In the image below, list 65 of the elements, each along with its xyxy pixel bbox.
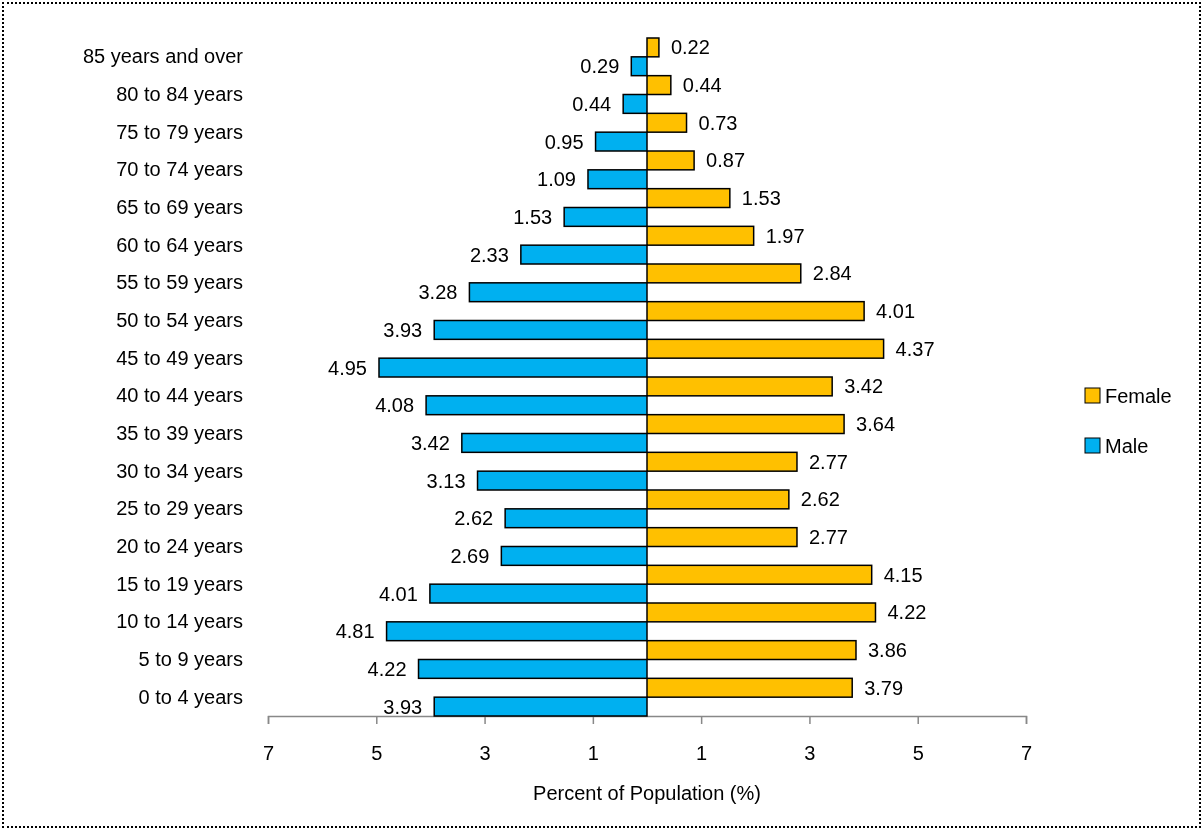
y-tick-label: 50 to 54 years [116,308,243,331]
data-label: 2.77 [808,526,848,549]
data-label: 1.53 [513,205,553,228]
data-label: 4.08 [375,394,415,417]
x-tick-label: 3 [479,742,491,765]
y-tick-label: 75 to 79 years [116,120,243,143]
data-label: 2.84 [812,262,852,285]
data-label: 3.42 [410,431,450,454]
data-label: 3.79 [864,676,904,699]
data-label: 2.33 [469,243,509,266]
y-tick-label: 60 to 64 years [116,233,243,256]
data-label: 2.62 [454,507,494,530]
y-tick-label: 85 years and over [82,45,244,68]
y-tick-label: 30 to 34 years [116,459,243,482]
y-tick-label: 40 to 44 years [116,384,243,407]
data-label: 3.93 [383,695,423,718]
x-tick-label: 7 [262,742,275,765]
x-tick-label: 5 [912,742,924,765]
data-label: 1.97 [765,224,805,247]
x-tick-label: 1 [696,742,708,765]
data-label: 4.81 [335,620,375,643]
x-tick-label: 1 [587,742,599,765]
data-label: 4.95 [328,356,367,379]
data-label: 3.28 [418,281,458,304]
data-label: 0.44 [572,92,612,115]
y-tick-label: 20 to 24 years [116,534,243,557]
y-tick-label: 5 to 9 years [138,647,243,670]
data-label: 3.93 [383,318,423,341]
y-tick-label: 70 to 74 years [116,158,243,181]
data-label: 3.13 [426,469,466,492]
data-label: 3.42 [844,375,884,398]
data-label: 4.15 [883,563,923,586]
data-label: 0.87 [706,149,746,172]
data-label: 4.01 [378,582,418,605]
legend-label: Male [1105,435,1149,457]
data-label: 3.64 [856,413,896,436]
y-tick-label: 35 to 39 years [116,421,243,444]
legend-label: Female [1105,385,1172,407]
data-label: 4.01 [876,300,916,323]
data-label: 0.73 [698,111,738,134]
x-axis-title: Percent of Population (%) [533,782,761,804]
data-label: 2.69 [450,544,490,567]
data-label: 4.22 [887,601,927,624]
data-label: 1.53 [741,187,781,210]
data-label: 3.86 [867,639,907,662]
data-label: 2.62 [800,488,840,511]
data-label: 1.09 [537,168,576,191]
x-tick-label: 3 [804,742,816,765]
data-label: 0.44 [682,74,722,97]
y-tick-label: 10 to 14 years [116,610,243,633]
y-tick-label: 65 to 69 years [116,195,243,218]
y-tick-label: 25 to 29 years [116,497,243,520]
data-label: 0.29 [580,55,620,78]
x-tick-label: 5 [371,742,383,765]
data-label: 4.22 [367,657,407,680]
y-tick-label: 0 to 4 years [138,685,243,708]
y-tick-label: 80 to 84 years [116,82,243,105]
y-tick-label: 15 to 19 years [116,572,243,595]
y-tick-label: 45 to 49 years [116,346,243,369]
x-tick-label: 7 [1020,742,1033,765]
data-label: 4.37 [895,337,935,360]
y-tick-label: 55 to 59 years [116,271,243,294]
data-label: 2.77 [808,450,848,473]
data-label: 0.22 [670,36,710,59]
data-label: 0.95 [544,130,584,153]
